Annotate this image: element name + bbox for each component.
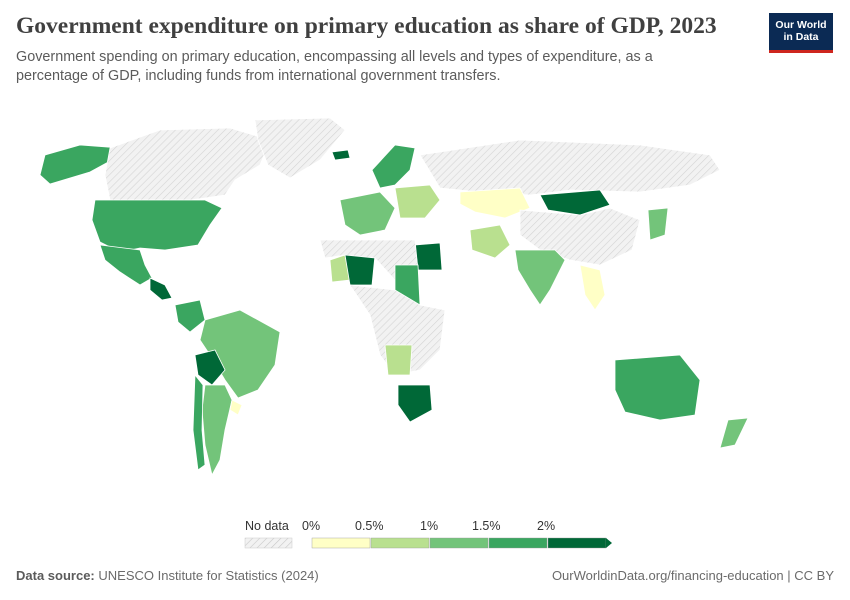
legend-arrow-icon: [606, 538, 612, 548]
country-uruguay[interactable]: [229, 399, 243, 416]
country-egypt[interactable]: [414, 242, 443, 271]
logo-line-1: Our World: [775, 19, 827, 31]
country-mongolia[interactable]: [539, 189, 611, 216]
country-greenland[interactable]: [254, 117, 346, 179]
country-colombia[interactable]: [174, 299, 206, 333]
country-central-america[interactable]: [149, 277, 173, 301]
legend-bin-3[interactable]: [488, 537, 548, 549]
country-canada[interactable]: [104, 127, 271, 201]
chart-subtitle: Government spending on primary education…: [16, 49, 653, 84]
country-iceland[interactable]: [331, 149, 351, 161]
map-legend: No data 0% 0.5% 1% 1.5% 2%: [244, 519, 612, 549]
source-label: Data source:: [16, 568, 95, 583]
country-brazil[interactable]: [199, 309, 281, 399]
country-australia[interactable]: [614, 354, 701, 421]
country-mexico[interactable]: [99, 244, 153, 286]
footer-source: Data source: UNESCO Institute for Statis…: [16, 568, 319, 583]
footer-url[interactable]: OurWorldinData.org/financing-education |…: [551, 568, 834, 583]
legend-tick-1: 0.5%: [355, 519, 384, 533]
legend-bin-4[interactable]: [547, 537, 607, 549]
country-argentina[interactable]: [201, 384, 233, 477]
country-india[interactable]: [514, 249, 566, 306]
country-united-states[interactable]: [91, 199, 223, 253]
country-chile[interactable]: [192, 373, 206, 471]
country-angola[interactable]: [384, 344, 413, 376]
legend-no-data-label: No data: [245, 519, 289, 533]
country-south-africa[interactable]: [397, 384, 433, 423]
world-map: [39, 117, 749, 477]
country-new-zealand[interactable]: [719, 417, 749, 449]
logo-line-2: in Data: [783, 31, 819, 43]
legend-no-data-swatch[interactable]: [244, 537, 293, 549]
country-alaska[interactable]: [39, 144, 121, 185]
legend-tick-2: 1%: [420, 519, 438, 533]
legend-tick-0: 0%: [302, 519, 320, 533]
country-southeast-asia[interactable]: [579, 264, 606, 311]
country-japan[interactable]: [647, 207, 669, 241]
country-central-africa[interactable]: [349, 284, 446, 376]
legend-bin-0[interactable]: [311, 537, 371, 549]
country-kazakhstan[interactable]: [459, 187, 531, 219]
country-eastern-europe[interactable]: [394, 184, 441, 219]
legend-bin-2[interactable]: [429, 537, 489, 549]
legend-bin-1[interactable]: [370, 537, 430, 549]
chart-title: Government expenditure on primary educat…: [16, 13, 717, 39]
legend-tick-4: 2%: [537, 519, 555, 533]
country-mali[interactable]: [344, 254, 376, 286]
owid-logo[interactable]: Our World in Data: [769, 13, 833, 53]
country-bolivia[interactable]: [194, 349, 226, 386]
source-text[interactable]: UNESCO Institute for Statistics (2024): [98, 568, 319, 583]
country-western-europe[interactable]: [339, 191, 396, 236]
country-scandinavia[interactable]: [371, 144, 416, 189]
legend-tick-3: 1.5%: [472, 519, 501, 533]
country-russia[interactable]: [419, 139, 721, 196]
country-iran[interactable]: [469, 224, 511, 259]
country-north-africa[interactable]: [319, 239, 419, 281]
